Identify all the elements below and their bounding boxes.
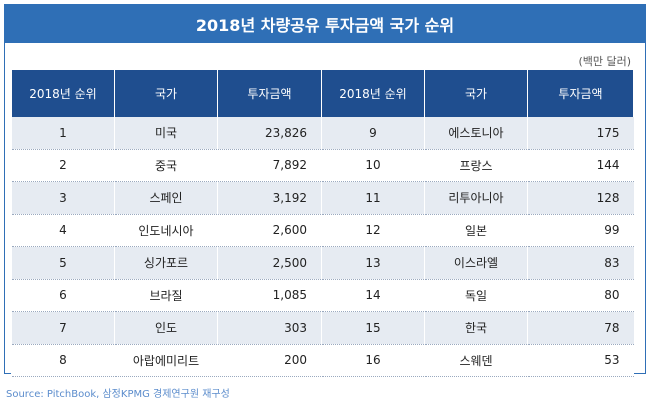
cell-amount-right: 144: [527, 149, 634, 182]
cell-country-right: 프랑스: [424, 149, 528, 182]
header-rank-left: 2018년 순위: [11, 70, 115, 117]
table-row: 3 스페인 3,192 11 리투아니아 128: [11, 181, 634, 215]
cell-rank-right: 11: [321, 181, 425, 215]
cell-country-right: 한국: [424, 311, 528, 345]
cell-country-left: 미국: [114, 117, 218, 150]
cell-amount-right: 175: [527, 117, 634, 150]
cell-country-left: 인도네시아: [114, 214, 218, 247]
cell-country-right: 스웨덴: [424, 344, 528, 377]
table-row: 8 아랍에미리트 200 16 스웨덴 53: [11, 344, 634, 377]
header-rank-right: 2018년 순위: [321, 70, 425, 117]
cell-amount-left: 1,085: [217, 279, 322, 312]
cell-country-right: 독일: [424, 279, 528, 312]
cell-rank-left: 7: [11, 311, 115, 345]
cell-amount-right: 53: [527, 344, 634, 377]
cell-rank-right: 14: [321, 279, 425, 312]
cell-rank-right: 9: [321, 117, 425, 150]
cell-country-left: 중국: [114, 149, 218, 182]
cell-country-left: 싱가포르: [114, 246, 218, 280]
header-amount-right: 투자금액: [527, 70, 634, 117]
cell-amount-left: 2,500: [217, 246, 322, 280]
cell-rank-left: 4: [11, 214, 115, 247]
cell-amount-right: 80: [527, 279, 634, 312]
cell-country-left: 스페인: [114, 181, 218, 215]
table-row: 6 브라질 1,085 14 독일 80: [11, 279, 634, 312]
header-country-right: 국가: [424, 70, 528, 117]
cell-amount-right: 128: [527, 181, 634, 215]
source-note: Source: PitchBook, 삼정KPMG 경제연구원 재구성: [6, 389, 230, 400]
table-row: 1 미국 23,826 9 에스토니아 175: [11, 117, 634, 150]
cell-amount-left: 303: [217, 311, 322, 345]
header-amount-left: 투자금액: [217, 70, 322, 117]
cell-rank-left: 2: [11, 149, 115, 182]
cell-rank-left: 3: [11, 181, 115, 215]
cell-amount-left: 2,600: [217, 214, 322, 247]
cell-country-right: 이스라엘: [424, 246, 528, 280]
cell-rank-left: 1: [11, 117, 115, 150]
cell-country-right: 일본: [424, 214, 528, 247]
cell-rank-right: 15: [321, 311, 425, 345]
cell-rank-left: 6: [11, 279, 115, 312]
cell-rank-right: 13: [321, 246, 425, 280]
cell-rank-right: 12: [321, 214, 425, 247]
cell-amount-right: 99: [527, 214, 634, 247]
cell-amount-right: 83: [527, 246, 634, 280]
cell-country-left: 브라질: [114, 279, 218, 312]
table-row: 5 싱가포르 2,500 13 이스라엘 83: [11, 246, 634, 280]
cell-country-right: 에스토니아: [424, 117, 528, 150]
cell-amount-right: 78: [527, 311, 634, 345]
cell-amount-left: 3,192: [217, 181, 322, 215]
cell-country-right: 리투아니아: [424, 181, 528, 215]
header-country-left: 국가: [114, 70, 218, 117]
unit-label: (백만 달러): [578, 55, 631, 68]
table-row: 7 인도 303 15 한국 78: [11, 311, 634, 345]
cell-amount-left: 200: [217, 344, 322, 377]
cell-amount-left: 7,892: [217, 149, 322, 182]
cell-rank-right: 10: [321, 149, 425, 182]
cell-rank-right: 16: [321, 344, 425, 377]
header-row: 2018년 순위 국가 투자금액 2018년 순위 국가 투자금액: [11, 70, 634, 117]
cell-country-left: 인도: [114, 311, 218, 345]
cell-country-left: 아랍에미리트: [114, 344, 218, 377]
table-row: 2 중국 7,892 10 프랑스 144: [11, 149, 634, 182]
table-row: 4 인도네시아 2,600 12 일본 99: [11, 214, 634, 247]
cell-amount-left: 23,826: [217, 117, 322, 150]
cell-rank-left: 5: [11, 246, 115, 280]
ranking-table: 2018년 순위 국가 투자금액 2018년 순위 국가 투자금액 1 미국 23,…: [11, 70, 634, 377]
table-title: 2018년 차량공유 투자금액 국가 순위: [5, 5, 645, 43]
cell-rank-left: 8: [11, 344, 115, 377]
